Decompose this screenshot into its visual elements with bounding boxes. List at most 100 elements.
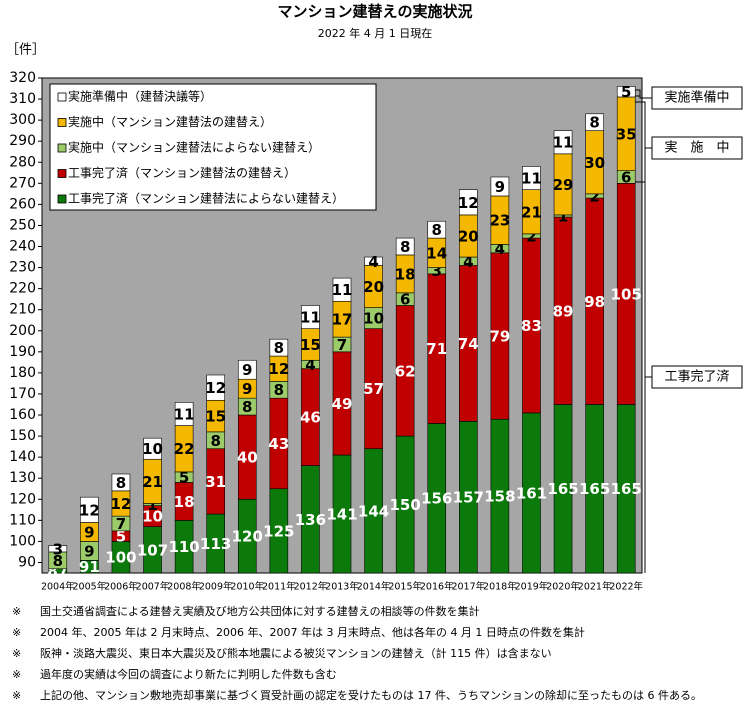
y-tick-label: 120 bbox=[9, 491, 36, 507]
y-tick-label: 110 bbox=[9, 512, 36, 528]
note: 国土交通省調査による建替え実績及び地方公共団体に対する建替えの相談等の件数を集計 bbox=[40, 604, 480, 618]
bar-segment bbox=[395, 237, 415, 256]
y-tick-label: 230 bbox=[9, 260, 36, 276]
annotation: 工事完了済 bbox=[664, 369, 729, 385]
x-tick-label: 2017年 bbox=[451, 581, 485, 593]
data-label: 17 bbox=[332, 311, 353, 329]
data-label: 8 bbox=[400, 238, 410, 256]
x-tick-label: 2020年 bbox=[546, 581, 580, 593]
data-label: 11 bbox=[553, 134, 574, 152]
x-tick-label: 2010年 bbox=[230, 581, 264, 593]
data-label: 8 bbox=[210, 432, 220, 450]
data-label: 91 bbox=[79, 558, 100, 576]
data-label: 62 bbox=[395, 362, 416, 380]
data-label: 144 bbox=[358, 502, 389, 520]
y-tick-label: 290 bbox=[9, 133, 36, 149]
data-label: 1 bbox=[147, 496, 157, 514]
data-label: 8 bbox=[274, 381, 284, 399]
data-label: 165 bbox=[579, 480, 610, 498]
bar-segment bbox=[111, 473, 131, 492]
data-label: 1 bbox=[558, 207, 568, 225]
note: 阪神・淡路大震災、東日本大震災及び熊本地震による被災マンションの建替え（計 11… bbox=[40, 646, 552, 660]
x-tick-label: 2013年 bbox=[325, 581, 359, 593]
annotation: 実 施 中 bbox=[664, 140, 729, 156]
data-label: 150 bbox=[390, 496, 421, 514]
data-label: 22 bbox=[174, 440, 195, 458]
data-label: 12 bbox=[268, 360, 289, 378]
legend-label: 工事完了済（マンション建替法の建替え） bbox=[68, 165, 296, 180]
note-marker: ※ bbox=[12, 689, 21, 702]
x-tick-label: 2014年 bbox=[357, 581, 391, 593]
data-label: 79 bbox=[489, 328, 510, 346]
data-label: 10 bbox=[142, 508, 163, 526]
data-label: 31 bbox=[205, 473, 226, 491]
y-tick-label: 140 bbox=[9, 449, 36, 465]
data-label: 12 bbox=[205, 379, 226, 397]
x-tick-label: 2022年 bbox=[609, 581, 643, 593]
legend-swatch bbox=[57, 143, 67, 153]
bar-segment bbox=[80, 496, 99, 523]
y-tick-label: 310 bbox=[9, 91, 36, 107]
data-label: 8 bbox=[116, 474, 126, 492]
bar-segment bbox=[585, 113, 604, 131]
bar-segment bbox=[143, 437, 162, 460]
data-label: 5 bbox=[179, 469, 189, 487]
data-label: 14 bbox=[426, 244, 447, 262]
bar-segment bbox=[48, 545, 68, 553]
data-label: 12 bbox=[111, 495, 132, 513]
data-label: 21 bbox=[142, 473, 163, 491]
x-tick-label: 2019年 bbox=[515, 581, 549, 593]
data-label: 10 bbox=[363, 310, 384, 328]
data-label: 9 bbox=[84, 523, 94, 541]
legend-swatch bbox=[57, 118, 67, 127]
data-label: 161 bbox=[516, 484, 547, 502]
x-tick-label: 2021年 bbox=[578, 581, 612, 593]
data-label: 74 bbox=[458, 335, 479, 353]
data-label: 83 bbox=[521, 317, 542, 335]
data-label: 46 bbox=[300, 409, 321, 427]
x-tick-label: 2016年 bbox=[420, 581, 454, 593]
data-label: 11 bbox=[521, 170, 542, 188]
legend bbox=[49, 83, 377, 211]
x-tick-label: 2012年 bbox=[294, 581, 328, 593]
data-label: 107 bbox=[137, 541, 168, 559]
data-label: 23 bbox=[489, 212, 510, 230]
data-label: 136 bbox=[295, 511, 326, 529]
data-label: 3 bbox=[432, 262, 442, 280]
data-label: 125 bbox=[263, 522, 294, 540]
data-label: 5 bbox=[621, 83, 631, 101]
y-tick-label: 320 bbox=[9, 70, 36, 86]
bar-segment bbox=[364, 256, 383, 266]
data-label: 12 bbox=[79, 501, 100, 519]
data-label: 3 bbox=[53, 540, 63, 558]
bar-segment bbox=[553, 130, 573, 155]
data-label: 165 bbox=[611, 480, 642, 498]
data-label: 105 bbox=[611, 285, 642, 303]
data-label: 7 bbox=[116, 515, 126, 533]
x-tick-label: 2004年 bbox=[41, 581, 75, 593]
y-tick-label: 90 bbox=[18, 554, 36, 570]
data-label: 158 bbox=[484, 488, 515, 506]
data-label: 49 bbox=[332, 395, 353, 413]
y-tick-label: 170 bbox=[9, 386, 36, 402]
data-label: 8 bbox=[589, 114, 599, 132]
data-label: 43 bbox=[268, 435, 289, 453]
data-label: 15 bbox=[205, 408, 226, 426]
note-marker: ※ bbox=[12, 668, 21, 681]
note-marker: ※ bbox=[12, 605, 21, 618]
data-label: 21 bbox=[521, 203, 542, 221]
data-label: 11 bbox=[174, 405, 195, 423]
y-tick-label: 200 bbox=[9, 323, 36, 339]
data-label: 4 bbox=[495, 240, 505, 258]
legend-label: 工事完了済（マンション建替法によらない建替え） bbox=[68, 191, 344, 206]
data-label: 110 bbox=[168, 538, 199, 556]
legend-swatch bbox=[57, 92, 67, 102]
legend-label: 実施中（マンション建替法の建替え） bbox=[68, 114, 272, 129]
data-label: 20 bbox=[363, 278, 384, 296]
data-label: 8 bbox=[53, 552, 63, 570]
data-label: 6 bbox=[400, 291, 410, 309]
x-tick-label: 2009年 bbox=[199, 581, 233, 593]
chart-title: マンション建替えの実施状況 bbox=[277, 3, 472, 21]
bar-segment bbox=[301, 305, 320, 329]
bar-segment bbox=[174, 402, 194, 426]
